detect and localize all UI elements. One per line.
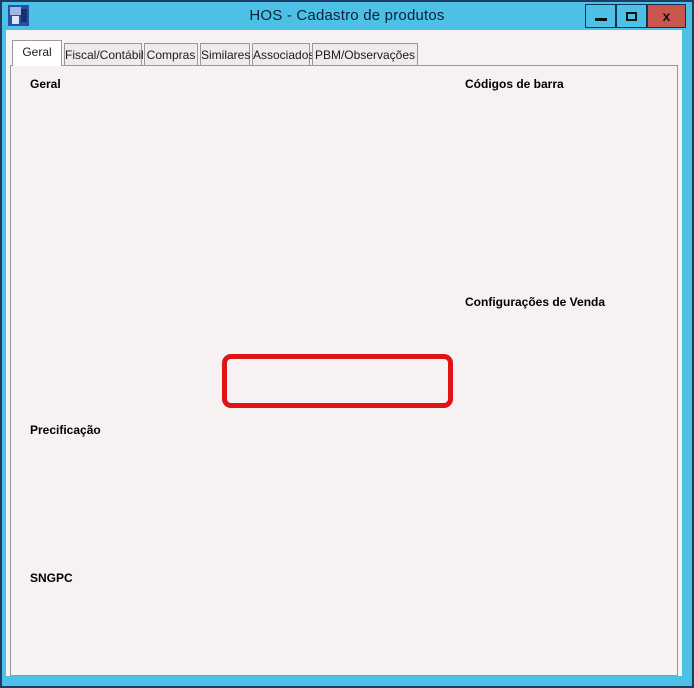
- tab-compras[interactable]: Compras: [144, 43, 198, 66]
- close-icon: x: [662, 8, 671, 24]
- minimize-icon: [594, 18, 607, 21]
- minimize-button[interactable]: [585, 4, 616, 28]
- groupbox-sngpc-legend: SNGPC: [26, 571, 77, 585]
- groupbox-precificacao-legend: Precificação: [26, 423, 105, 437]
- maximize-icon: [626, 11, 637, 21]
- tab-associados[interactable]: Associados: [252, 43, 314, 66]
- tab-label: Associados: [253, 48, 315, 62]
- tab-label: Geral: [22, 45, 52, 59]
- tab-page-geral: [10, 65, 678, 676]
- close-button[interactable]: x: [647, 4, 686, 28]
- window-controls: x: [585, 4, 686, 28]
- tab-similares[interactable]: Similares: [200, 43, 250, 66]
- app-icon: [8, 5, 29, 26]
- tab-label: PBM/Observações: [314, 48, 416, 62]
- window-title: HOS - Cadastro de produtos: [249, 7, 445, 24]
- groupbox-config-venda-legend: Configurações de Venda: [461, 295, 610, 309]
- tab-geral[interactable]: Geral: [12, 40, 62, 66]
- tab-label: Similares: [201, 48, 251, 62]
- groupbox-codigos-barra-legend: Códigos de barra: [461, 77, 568, 91]
- tab-label: Fiscal/Contábil: [65, 48, 144, 62]
- tab-pbm-observacoes[interactable]: PBM/Observações: [312, 43, 418, 66]
- maximize-button[interactable]: [616, 4, 647, 28]
- tab-fiscal-contabil[interactable]: Fiscal/Contábil: [64, 43, 144, 66]
- tab-label: Compras: [146, 48, 196, 62]
- groupbox-geral-legend: Geral: [26, 77, 65, 91]
